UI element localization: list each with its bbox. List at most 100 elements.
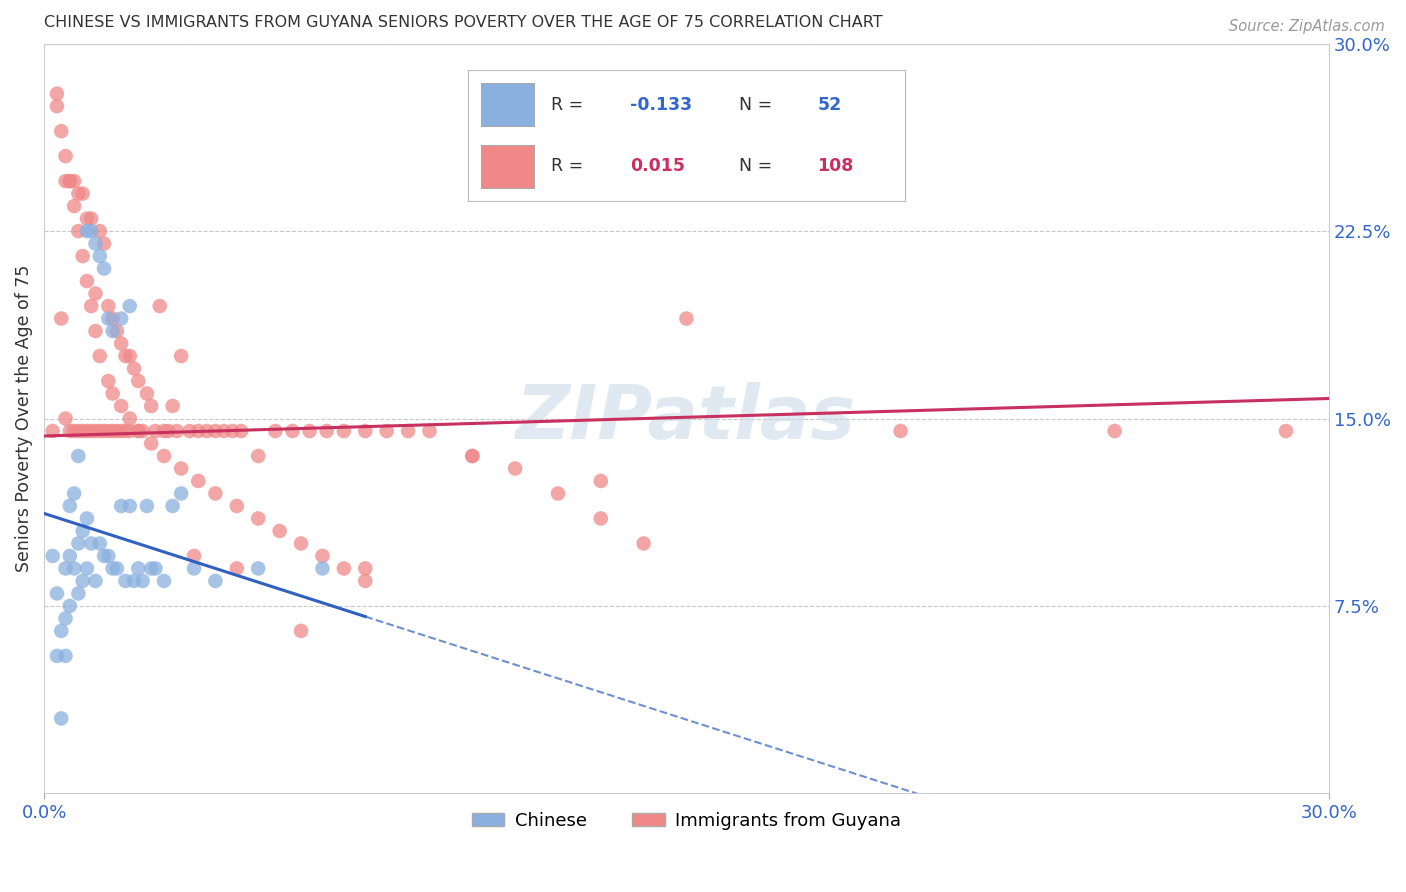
Point: [93, 261, 115, 276]
Point: [127, 374, 149, 388]
Point: [162, 499, 184, 513]
Point: [72, 424, 94, 438]
Point: [114, 424, 136, 438]
Point: [298, 424, 321, 438]
Point: [110, 499, 132, 513]
Point: [110, 399, 132, 413]
Point: [76, 274, 98, 288]
Point: [41, 424, 63, 438]
Point: [72, 574, 94, 588]
Point: [105, 324, 128, 338]
Text: Source: ZipAtlas.com: Source: ZipAtlas.com: [1229, 20, 1385, 34]
Point: [110, 311, 132, 326]
Text: ZIPatlas: ZIPatlas: [516, 382, 856, 455]
Point: [59, 174, 82, 188]
Point: [183, 549, 205, 563]
Point: [145, 561, 167, 575]
Point: [93, 549, 115, 563]
Point: [396, 424, 419, 438]
Point: [67, 536, 90, 550]
Point: [333, 424, 356, 438]
Point: [76, 511, 98, 525]
Point: [89, 424, 111, 438]
Point: [141, 399, 163, 413]
Point: [315, 424, 337, 438]
Point: [118, 349, 141, 363]
Point: [55, 561, 77, 575]
Point: [135, 499, 157, 513]
Point: [153, 449, 176, 463]
Point: [118, 499, 141, 513]
Point: [51, 624, 73, 638]
Point: [84, 574, 107, 588]
Y-axis label: Seniors Poverty Over the Age of 75: Seniors Poverty Over the Age of 75: [15, 265, 32, 572]
Point: [375, 424, 398, 438]
Point: [153, 574, 176, 588]
Point: [63, 486, 86, 500]
Point: [122, 361, 145, 376]
Point: [67, 224, 90, 238]
Point: [105, 561, 128, 575]
Point: [503, 461, 526, 475]
Point: [141, 561, 163, 575]
Point: [204, 574, 226, 588]
Point: [170, 461, 193, 475]
Point: [51, 311, 73, 326]
Point: [55, 149, 77, 163]
Point: [97, 549, 120, 563]
Point: [225, 499, 247, 513]
Point: [162, 399, 184, 413]
Point: [153, 424, 176, 438]
Point: [118, 424, 141, 438]
Point: [67, 449, 90, 463]
Point: [76, 424, 98, 438]
Point: [63, 174, 86, 188]
Point: [97, 374, 120, 388]
Point: [80, 211, 103, 226]
Point: [170, 486, 193, 500]
Point: [547, 486, 569, 500]
Point: [354, 574, 377, 588]
Point: [247, 449, 270, 463]
Point: [93, 424, 115, 438]
Point: [633, 536, 655, 550]
Point: [290, 536, 312, 550]
Point: [264, 424, 287, 438]
Point: [141, 436, 163, 450]
Point: [72, 186, 94, 201]
Point: [229, 424, 252, 438]
Point: [76, 211, 98, 226]
Point: [46, 586, 69, 600]
Point: [55, 174, 77, 188]
Point: [221, 424, 243, 438]
Point: [80, 536, 103, 550]
Point: [179, 424, 201, 438]
Point: [157, 424, 180, 438]
Point: [67, 186, 90, 201]
Point: [55, 648, 77, 663]
Point: [461, 449, 484, 463]
Point: [127, 561, 149, 575]
Point: [212, 424, 235, 438]
Point: [127, 424, 149, 438]
Point: [131, 574, 153, 588]
Point: [101, 561, 124, 575]
Point: [76, 561, 98, 575]
Point: [80, 299, 103, 313]
Point: [46, 648, 69, 663]
Point: [51, 711, 73, 725]
Point: [122, 574, 145, 588]
Point: [97, 299, 120, 313]
Point: [89, 536, 111, 550]
Point: [101, 386, 124, 401]
Point: [89, 224, 111, 238]
Point: [589, 511, 612, 525]
Point: [72, 524, 94, 538]
Point: [204, 486, 226, 500]
Point: [333, 561, 356, 575]
Point: [84, 236, 107, 251]
Point: [59, 549, 82, 563]
Point: [84, 424, 107, 438]
Point: [311, 561, 333, 575]
Point: [187, 474, 209, 488]
